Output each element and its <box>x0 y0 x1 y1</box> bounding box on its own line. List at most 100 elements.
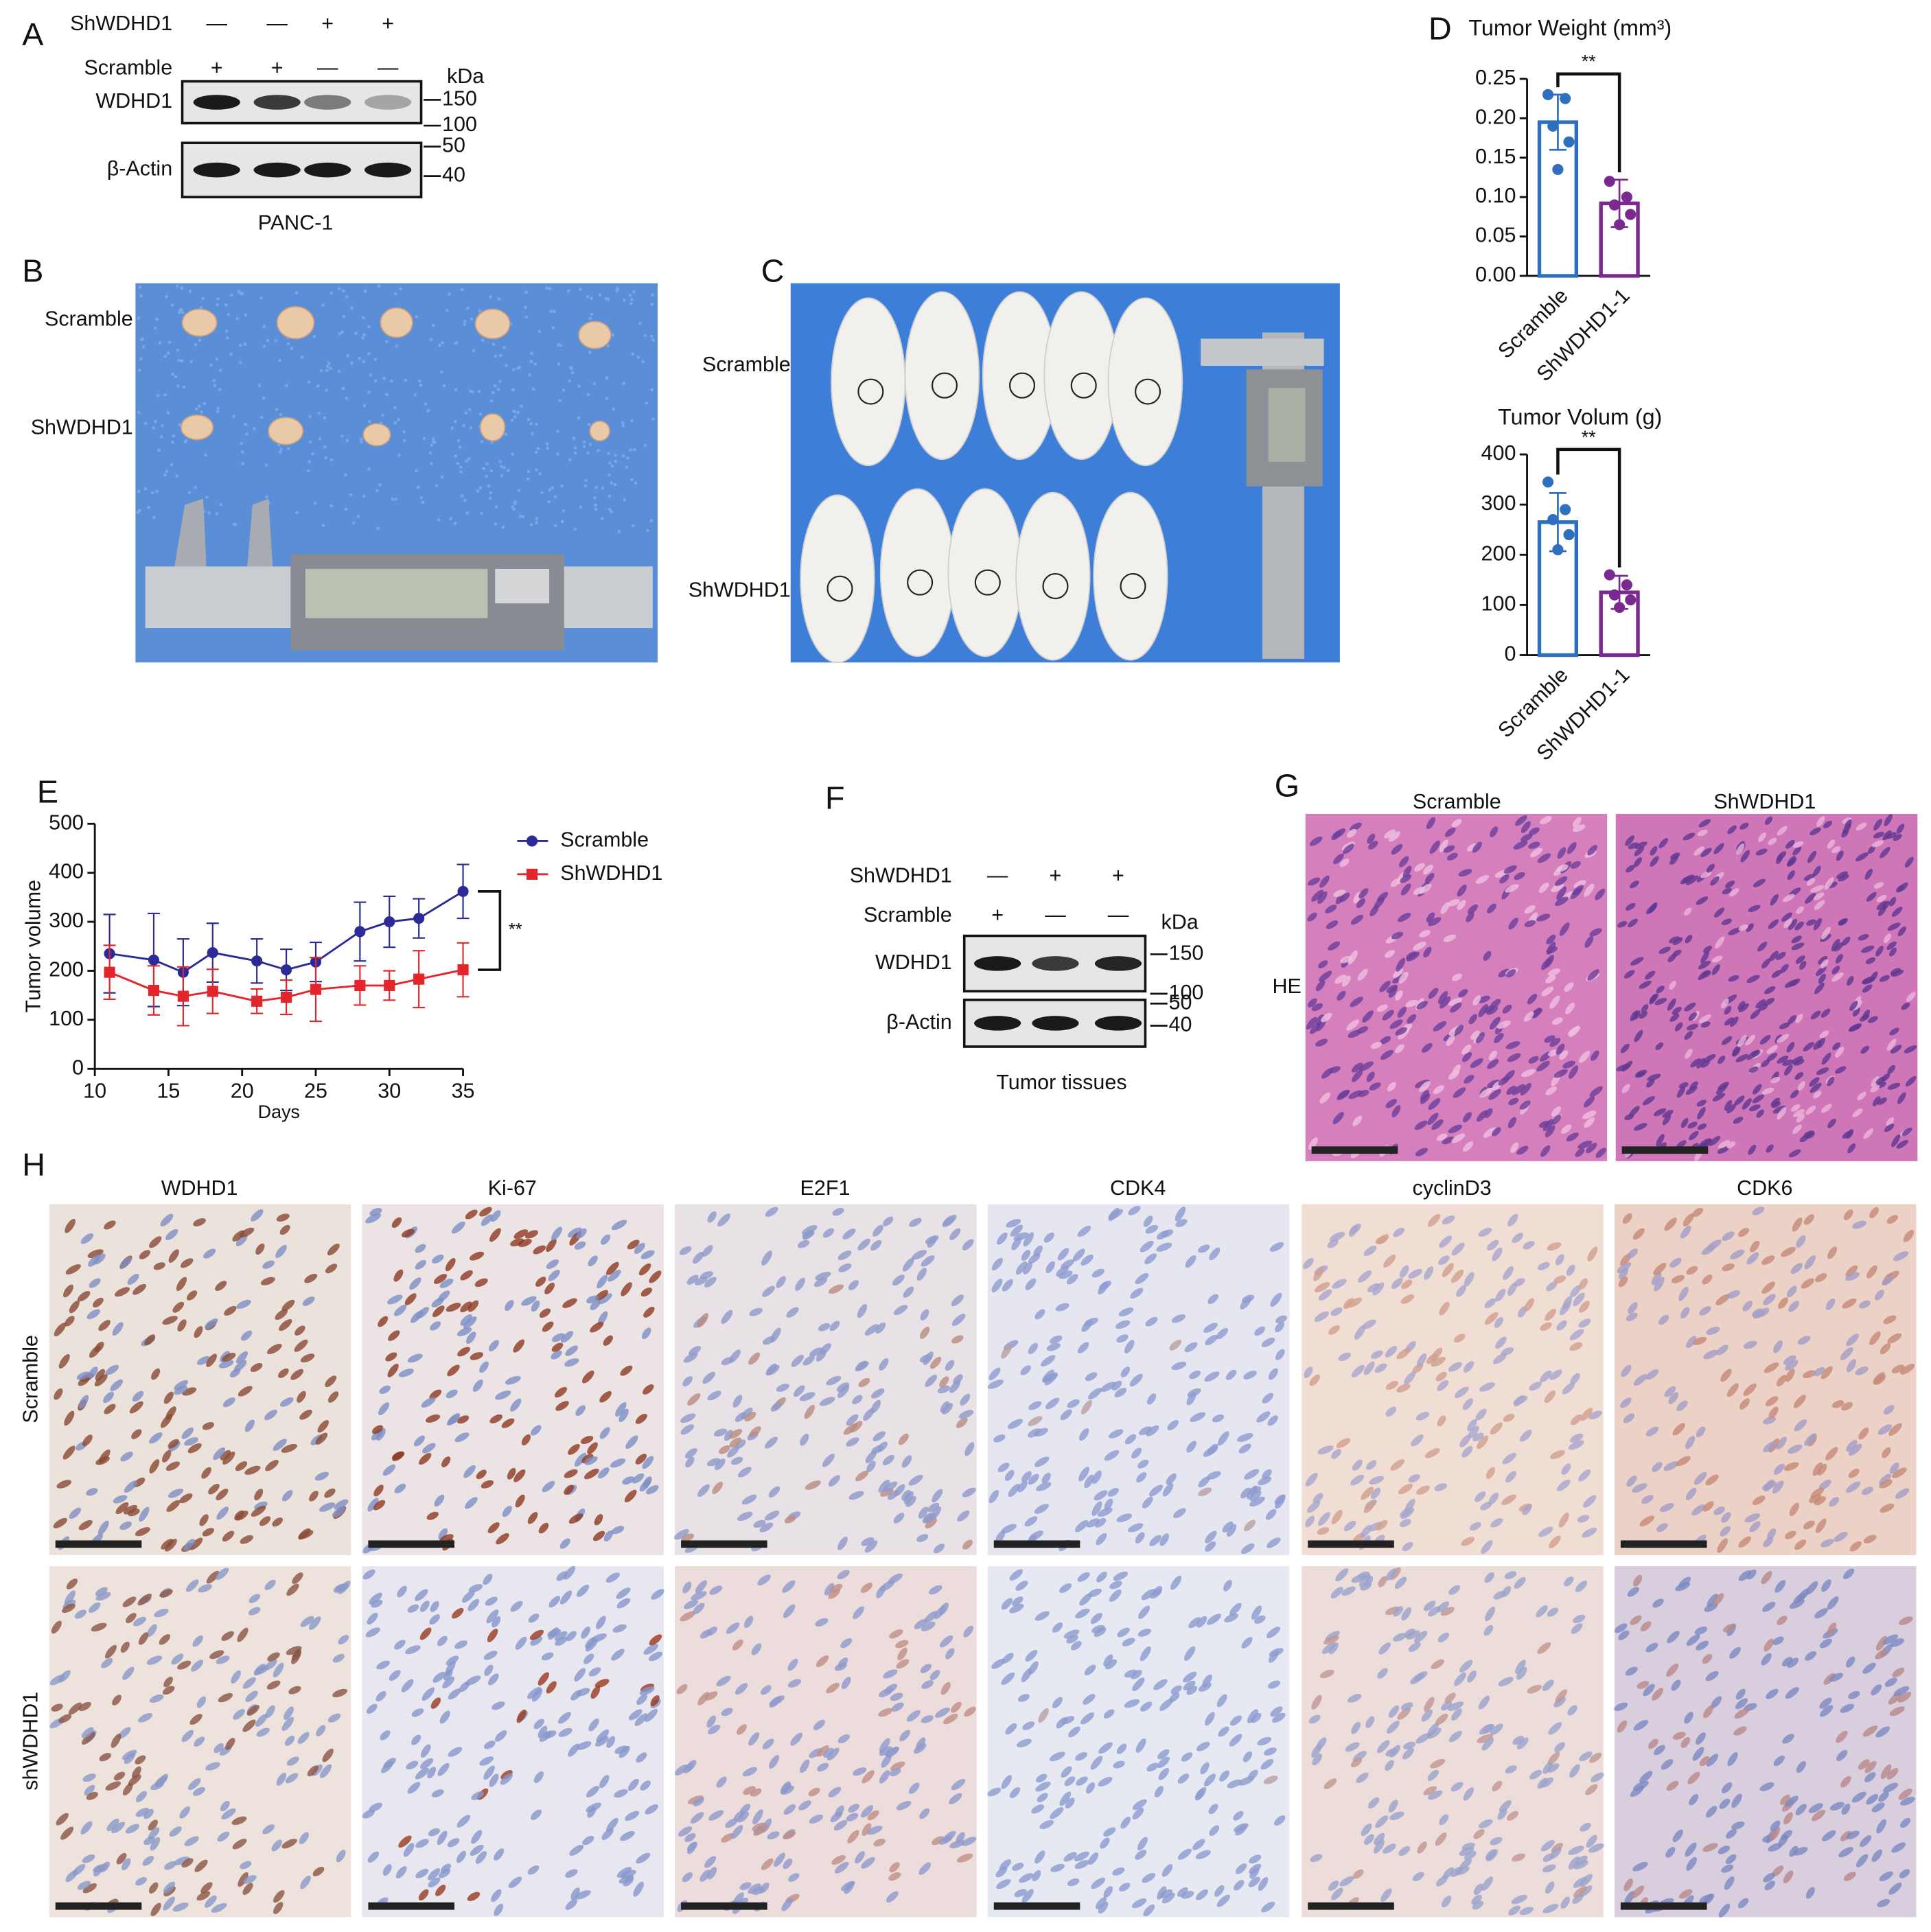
nucleus <box>1776 854 1783 864</box>
nucleus <box>1897 1092 1906 1104</box>
texture <box>175 474 179 478</box>
texture <box>317 411 321 415</box>
nucleus <box>887 1490 899 1500</box>
texture <box>321 303 325 307</box>
texture <box>381 413 384 417</box>
marker-label: 40 <box>442 163 465 187</box>
texture <box>393 406 397 410</box>
texture <box>631 524 635 528</box>
nucleus <box>1758 832 1766 842</box>
nucleus <box>528 1613 540 1623</box>
nucleus <box>1803 1520 1815 1530</box>
x-tick-label: 15 <box>157 1079 180 1102</box>
nucleus <box>273 1662 284 1678</box>
nucleus <box>1719 1798 1731 1809</box>
nucleus <box>1641 1004 1649 1013</box>
nucleus <box>1785 1687 1799 1699</box>
nucleus <box>1699 1306 1711 1316</box>
nucleus <box>233 1360 247 1372</box>
nucleus <box>137 1593 152 1606</box>
texture <box>373 379 378 383</box>
nucleus <box>500 1773 513 1785</box>
nucleus <box>1813 918 1823 931</box>
nucleus <box>1655 1042 1664 1051</box>
nucleus <box>120 1641 130 1653</box>
nucleus <box>837 1570 850 1579</box>
nucleus <box>1385 1381 1398 1390</box>
nucleus <box>64 1590 76 1605</box>
texture <box>165 294 168 299</box>
nucleus <box>1696 1732 1706 1745</box>
nucleus <box>1274 1815 1286 1826</box>
nucleus <box>1038 1708 1049 1723</box>
nucleus <box>58 1353 70 1369</box>
nucleus <box>1263 1747 1277 1756</box>
data-point <box>1625 209 1637 220</box>
nucleus <box>456 1850 467 1863</box>
nucleus <box>1793 1592 1807 1604</box>
nucleus <box>1063 1629 1080 1639</box>
nucleus <box>1424 1697 1435 1712</box>
nucleus <box>1467 904 1478 915</box>
nucleus <box>465 1675 481 1686</box>
nucleus <box>551 1350 562 1360</box>
nucleus <box>908 1474 923 1486</box>
texture <box>458 445 462 449</box>
nucleus <box>1341 975 1351 987</box>
texture <box>513 415 517 419</box>
nucleus <box>1820 1539 1834 1548</box>
nucleus <box>1566 1132 1579 1141</box>
texture <box>454 454 457 458</box>
nucleus <box>1904 857 1914 868</box>
x-tick-label: 10 <box>83 1079 106 1102</box>
nucleus <box>763 1336 776 1345</box>
nucleus <box>1348 950 1358 965</box>
nucleus <box>1722 1231 1735 1241</box>
nucleus <box>1582 1527 1597 1538</box>
nucleus <box>945 1648 955 1660</box>
nucleus <box>1393 1606 1404 1617</box>
nucleus <box>1249 1863 1262 1874</box>
nucleus <box>1815 1273 1827 1283</box>
nucleus <box>120 1452 133 1462</box>
nucleus <box>605 1261 619 1275</box>
nucleus <box>539 1730 552 1742</box>
nucleus <box>1768 837 1777 846</box>
nucleus <box>1184 1646 1196 1662</box>
nucleus <box>1562 1296 1573 1310</box>
nucleus <box>1485 1606 1496 1622</box>
nucleus <box>748 1883 761 1894</box>
nucleus <box>590 1633 607 1642</box>
nucleus <box>1890 1638 1904 1647</box>
texture <box>203 401 207 406</box>
nucleus <box>1100 1837 1110 1849</box>
texture <box>286 447 290 451</box>
nucleus <box>401 1229 415 1237</box>
texture <box>573 527 577 531</box>
nucleus <box>475 1851 487 1864</box>
nucleus <box>1472 1432 1484 1441</box>
texture <box>582 445 586 448</box>
nucleus <box>1761 1255 1775 1265</box>
nucleus <box>1311 1003 1323 1012</box>
nucleus <box>1671 1679 1681 1691</box>
texture <box>449 517 453 520</box>
nucleus <box>642 1456 654 1469</box>
nucleus <box>635 1413 647 1424</box>
nucleus <box>1475 1491 1486 1502</box>
nucleus <box>1118 1883 1131 1892</box>
nucleus <box>1639 1011 1648 1019</box>
nucleus <box>1683 907 1692 916</box>
nucleus <box>215 1281 227 1291</box>
nucleus <box>1516 1145 1529 1155</box>
texture <box>459 465 463 469</box>
nucleus <box>159 1633 171 1645</box>
nucleus <box>1012 1596 1024 1607</box>
nucleus <box>890 1692 903 1701</box>
nucleus <box>1721 1512 1731 1523</box>
nucleus <box>892 1275 905 1286</box>
nucleus <box>1080 1399 1093 1415</box>
row-label: HE <box>1273 975 1302 998</box>
nucleus <box>1550 1450 1565 1459</box>
band <box>253 95 301 110</box>
